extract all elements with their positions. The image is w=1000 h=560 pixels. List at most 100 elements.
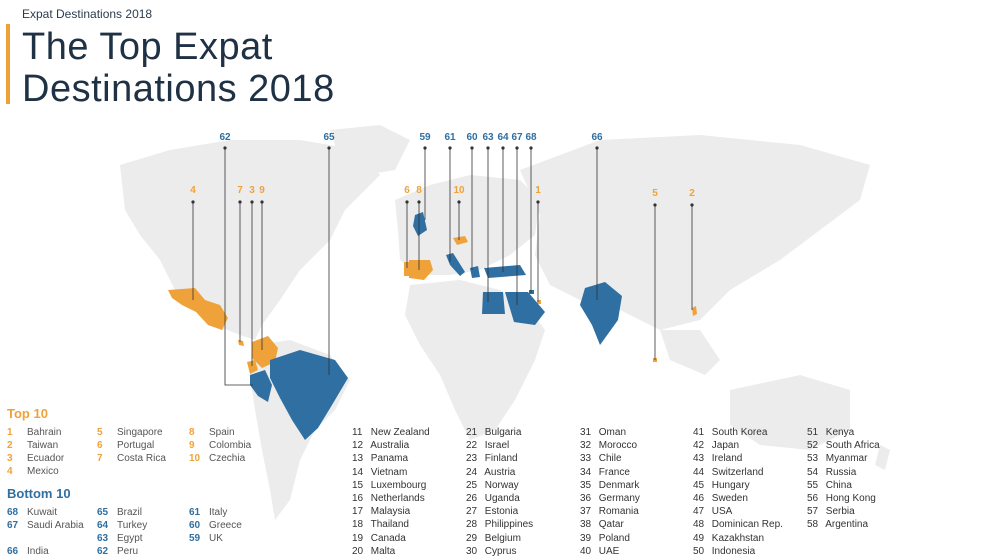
ranking-entry: 20 Malta (352, 545, 395, 558)
callout-dot (448, 146, 452, 150)
ranking-entry: 36 Germany (580, 492, 640, 505)
country-name: Portugal (117, 440, 155, 451)
rank-number: 22 (466, 440, 478, 452)
rank-number: 37 (580, 506, 592, 518)
rank-number: 47 (693, 506, 705, 518)
country-name: Morocco (596, 440, 638, 452)
callout-label: 4 (190, 185, 196, 196)
ranking-entry: 62 Peru (97, 545, 181, 558)
callout-label: 61 (444, 132, 456, 143)
ranking-entry: 61 Italy (189, 506, 273, 519)
country-peru (250, 370, 272, 402)
rank-number: 11 (352, 427, 363, 438)
rank-number: 24 (466, 466, 478, 478)
country-name: Netherlands (368, 493, 425, 504)
country-name: Ireland (709, 453, 743, 465)
rank-number: 18 (352, 519, 364, 531)
callout-dot (595, 146, 599, 150)
rank-number: 39 (580, 532, 592, 544)
ranking-entry: 12 Australia (352, 439, 409, 452)
rank-number: 3 (7, 453, 13, 464)
ranking-entry: 4 Mexico (7, 465, 91, 478)
country-name: Ecuador (27, 453, 65, 464)
country-name: Romania (596, 506, 639, 518)
callout-label: 2 (689, 188, 695, 199)
country-name: Spain (209, 427, 235, 438)
callout-dot (690, 203, 694, 207)
ranking-entry: 16 Netherlands (352, 492, 425, 505)
callout-dot (238, 200, 242, 204)
country-name: Taiwan (27, 440, 59, 451)
callout-dot (529, 146, 533, 150)
country-name: Argentina (823, 519, 869, 531)
rank-number: 64 (97, 520, 109, 531)
rank-number: 46 (693, 493, 705, 504)
callout-dot (405, 200, 409, 204)
ranking-entry: 3 Ecuador (7, 452, 91, 465)
rank-number: 33 (580, 453, 592, 465)
ranking-entry: 22 Israel (466, 439, 509, 452)
rank-number: 65 (97, 507, 109, 518)
country-name: Thailand (368, 519, 409, 531)
country-name: New Zealand (368, 427, 430, 438)
rank-number: 34 (580, 466, 592, 478)
country-name: Norway (482, 479, 519, 491)
page-title: The Top Expat Destinations 2018 (22, 26, 335, 110)
rank-number: 17 (352, 506, 364, 518)
callout-dot (536, 200, 540, 204)
rank-number: 56 (807, 493, 819, 504)
rank-number: 55 (807, 479, 819, 491)
country-name: Singapore (117, 427, 163, 438)
country-name: Serbia (823, 506, 855, 518)
ranking-entry: 21 Bulgaria (466, 426, 521, 439)
country-name: Myanmar (823, 453, 868, 465)
rank-number: 43 (693, 453, 705, 465)
ranking-entry: 19 Canada (352, 532, 406, 545)
rank-number: 32 (580, 440, 592, 452)
ranking-entry: 57 Serbia (807, 505, 855, 518)
land-asia (520, 135, 870, 330)
callout-label: 66 (591, 132, 603, 143)
ranking-entry: 49 Kazakhstan (693, 532, 764, 545)
rank-number: 7 (97, 453, 103, 464)
callout-label: 8 (416, 185, 422, 196)
country-name: Kenya (823, 427, 855, 438)
ranking-entry: 51 Kenya (807, 426, 854, 439)
country-portugal (404, 262, 409, 276)
country-name: Kazakhstan (709, 532, 765, 544)
country-turkey (484, 265, 526, 278)
rank-number: 6 (97, 440, 103, 451)
country-name: Chile (596, 453, 622, 465)
ranking-entry: 46 Sweden (693, 492, 748, 505)
rank-number: 38 (580, 519, 592, 531)
bottom10-heading: Bottom 10 (7, 486, 71, 501)
ranking-entry: 54 Russia (807, 466, 856, 479)
rank-number: 20 (352, 545, 364, 557)
rank-number: 48 (693, 519, 705, 531)
rank-number: 21 (466, 427, 478, 438)
country-name: Uganda (482, 493, 520, 504)
callout-dot (223, 146, 227, 150)
country-name: Italy (209, 507, 228, 518)
ranking-entry: 45 Hungary (693, 479, 750, 492)
rank-number: 41 (693, 427, 705, 438)
callout-label: 63 (482, 132, 494, 143)
country-name: Costa Rica (117, 453, 166, 464)
rank-number: 14 (352, 466, 364, 478)
country-name: Oman (596, 427, 627, 438)
ranking-entry: 41 South Korea (693, 426, 767, 439)
callout-label: 68 (525, 132, 537, 143)
rank-number: 29 (466, 532, 478, 544)
country-costa-rica (238, 340, 244, 346)
ranking-entry: 11 New Zealand (352, 426, 430, 439)
rank-number: 35 (580, 479, 592, 491)
rank-number: 4 (7, 466, 13, 477)
callout-label: 3 (249, 185, 255, 196)
rank-number: 52 (807, 440, 819, 452)
ranking-entry: 40 UAE (580, 545, 619, 558)
rank-number: 45 (693, 479, 705, 491)
rank-number: 59 (189, 533, 201, 544)
country-mexico (168, 288, 228, 330)
country-name: China (823, 479, 852, 491)
